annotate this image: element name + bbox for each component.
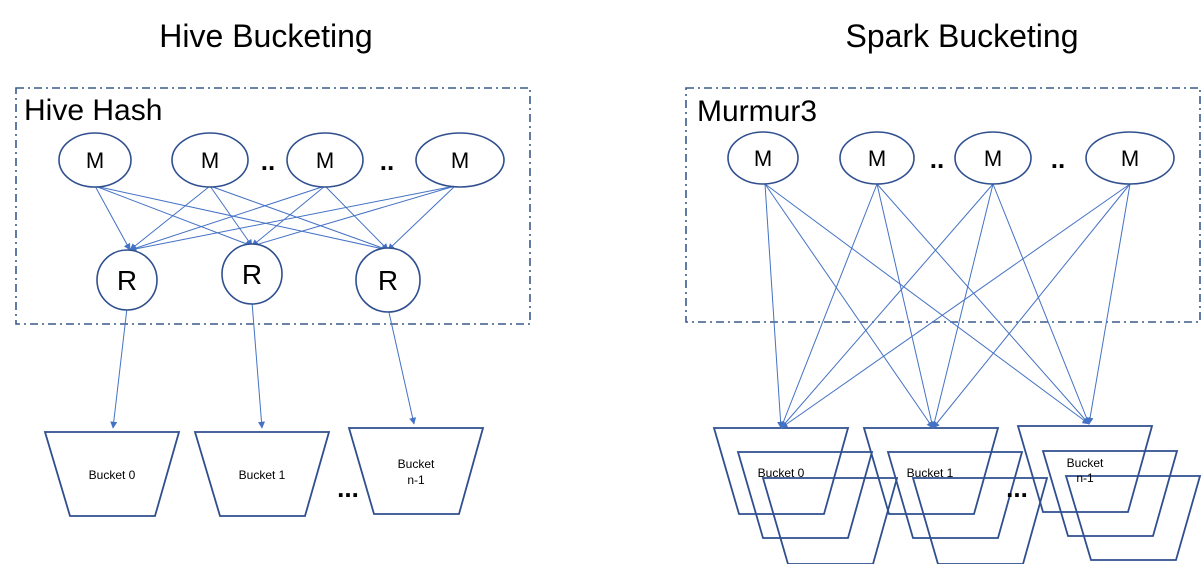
bucket-label: Bucket 0 (89, 468, 136, 482)
bucket-label: n-1 (407, 473, 425, 487)
spark-edge (764, 183, 1090, 425)
bucket-label: Bucket 0 (758, 466, 805, 480)
spark-mapper-dots: .. (1051, 144, 1065, 174)
mapper-label: M (316, 148, 334, 173)
bucket-label: Bucket (398, 457, 435, 471)
hive-mapper-reducer-edges (94, 185, 456, 253)
spark-mapper-4: M (1085, 131, 1175, 185)
spark-bucket-1-stack: Bucket 1 (862, 427, 1049, 564)
spark-bucket-0-stack: Bucket 0 (712, 427, 899, 564)
hive-edge (209, 185, 389, 252)
hive-mapper-1: M (58, 132, 132, 188)
bucket-label: Bucket 1 (239, 468, 286, 482)
mapper-label: M (754, 146, 772, 171)
hive-title: Hive Bucketing (159, 18, 372, 54)
mapper-label: M (1121, 146, 1139, 171)
hive-mapper-dots: .. (380, 146, 394, 176)
hive-edge (324, 185, 389, 251)
hive-mapper-dots: .. (261, 146, 275, 176)
hive-reducer-bucket-edges (110, 301, 417, 429)
hive-mapper-3: M (286, 132, 364, 188)
hive-reducer-2: R (221, 243, 283, 305)
hive-edge (209, 185, 253, 247)
spark-bucket-n-1-stack: Bucket n-1 (1016, 425, 1202, 561)
hive-hash-label: Hive Hash (24, 94, 162, 127)
spark-edge (932, 183, 1131, 429)
murmur3-box (685, 87, 1201, 323)
reducer-label: R (242, 259, 262, 290)
mapper-label: M (451, 148, 469, 173)
spark-edge (992, 183, 1090, 425)
hive-edge (251, 301, 265, 429)
spark-edge (780, 183, 994, 429)
spark-edge (876, 183, 1090, 425)
spark-hash-label: Murmur3 (697, 95, 817, 128)
spark-mapper-bucket-edges (764, 183, 1131, 429)
bucket-label: Bucket 1 (907, 466, 954, 480)
mapper-label: M (984, 146, 1002, 171)
spark-edge (876, 183, 936, 429)
spark-edge (931, 183, 994, 429)
spark-edge (780, 183, 878, 429)
spark-mapper-3: M (954, 131, 1032, 185)
bucket-label: n-1 (1076, 471, 1094, 485)
hive-edge (110, 307, 128, 429)
reducer-label: R (378, 265, 398, 296)
hive-mapper-4: M (415, 132, 505, 188)
spark-mapper-1: M (727, 131, 799, 185)
hive-bucket-1: Bucket 1 (193, 431, 331, 517)
spark-mapper-dots: .. (930, 144, 944, 174)
hive-edge (94, 185, 253, 248)
hive-edge (387, 185, 456, 251)
spark-mapper-2: M (839, 131, 915, 185)
reducer-label: R (117, 265, 137, 296)
mapper-label: M (86, 148, 104, 173)
hive-edge (129, 185, 211, 251)
hive-bucket-n-1: Bucket n-1 (347, 427, 485, 515)
hive-mapper-2: M (171, 132, 249, 188)
mapper-label: M (201, 148, 219, 173)
spark-bucket-dots: ... (1006, 473, 1028, 503)
hive-reducer-3: R (355, 247, 421, 313)
spark-edge (764, 183, 934, 429)
spark-title: Spark Bucketing (845, 18, 1078, 54)
hive-reducer-1: R (96, 249, 158, 311)
hive-edge (251, 185, 326, 247)
hive-hash-box (15, 87, 531, 325)
hive-edge (129, 185, 456, 253)
spark-edge (1086, 183, 1131, 425)
hive-bucket-dots: ... (337, 473, 359, 503)
bucket-label: Bucket (1067, 456, 1104, 470)
hive-edge (387, 307, 417, 425)
hive-bucket-0: Bucket 0 (43, 431, 181, 517)
hive-edge (94, 185, 389, 253)
hive-edge (251, 185, 456, 248)
hive-edge (94, 185, 131, 251)
hive-edge (129, 185, 326, 252)
spark-edge (780, 183, 1131, 429)
spark-edge (764, 183, 785, 429)
mapper-label: M (868, 146, 886, 171)
